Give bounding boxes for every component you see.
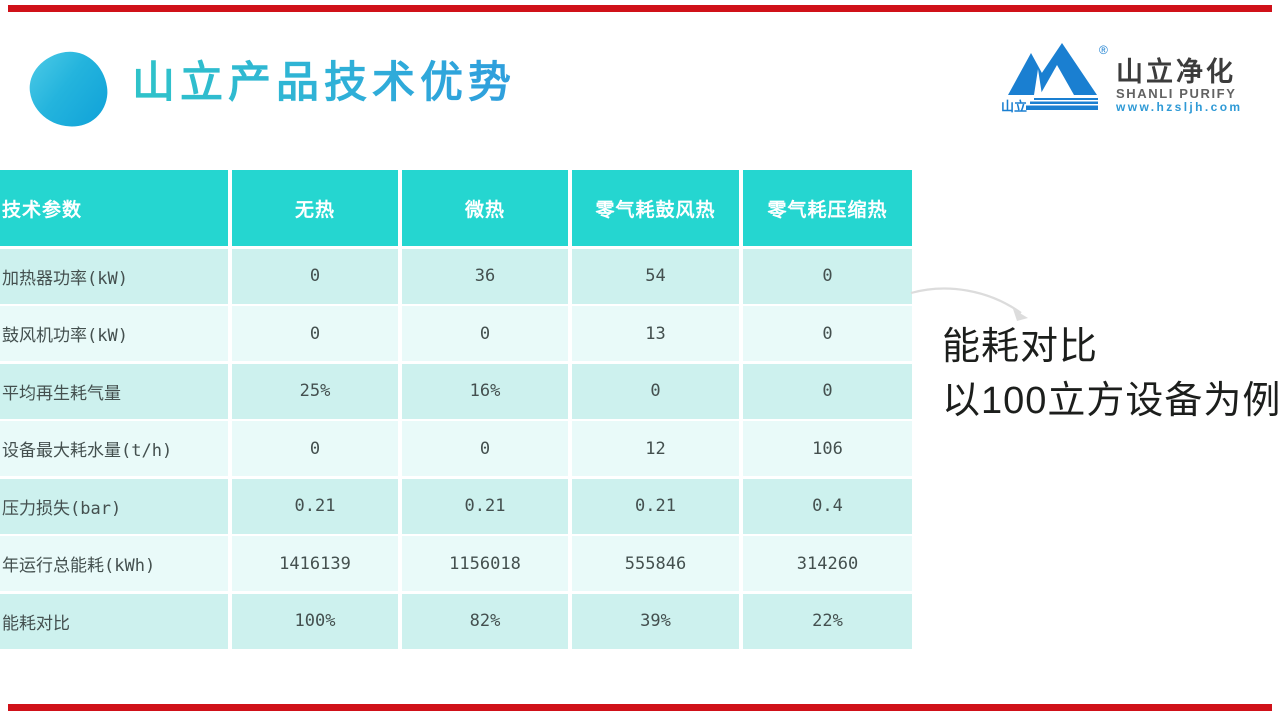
company-name-cn: 山立净化 <box>1116 57 1236 87</box>
table-cell: 0 <box>743 248 912 304</box>
row-label: 鼓风机功率(kW) <box>0 306 228 361</box>
mountain-logo-icon: 山立 ® <box>1001 43 1108 114</box>
table-cell: 25% <box>232 363 398 419</box>
table-cell: 39% <box>572 593 739 649</box>
column-header: 微热 <box>402 170 568 246</box>
table-cell: 0.4 <box>743 478 912 534</box>
row-label: 年运行总能耗(kWh) <box>0 536 228 591</box>
company-name-en: SHANLI PURIFY <box>1116 86 1237 101</box>
row-label: 加热器功率(kW) <box>0 248 228 304</box>
table-cell: 0 <box>232 248 398 304</box>
table-cell: 0 <box>232 306 398 361</box>
technical-parameters-table: 技术参数 无热 微热 零气耗鼓风热 零气耗压缩热 加热器功率(kW) 0 36 54 0 鼓风机功率… <box>0 170 912 649</box>
bottom-accent-bar <box>8 704 1272 711</box>
annotation-line2: 以100立方设备为例 <box>942 380 1280 422</box>
column-header: 无热 <box>232 170 398 246</box>
column-header: 零气耗鼓风热 <box>572 170 739 246</box>
table-cell: 13 <box>572 306 739 361</box>
logo-mark-label: 山立 <box>1001 99 1027 114</box>
table-cell: 0 <box>402 306 568 361</box>
column-header: 零气耗压缩热 <box>743 170 912 246</box>
table-cell: 0 <box>402 421 568 476</box>
table-cell: 0.21 <box>572 478 739 534</box>
table-cell: 0 <box>232 421 398 476</box>
page-title: 山立产品技术优势 <box>132 58 516 108</box>
table-cell: 0 <box>743 306 912 361</box>
table-cell: 1156018 <box>402 536 568 591</box>
annotation-line1: 能耗对比 <box>942 326 1099 368</box>
annotation-text: 能耗对比 以100立方设备为例 <box>942 320 1280 428</box>
decorative-blob <box>25 47 112 132</box>
table-cell: 0.21 <box>232 478 398 534</box>
row-label: 压力损失(bar) <box>0 478 228 534</box>
table-cell: 314260 <box>743 536 912 591</box>
table-cell: 16% <box>402 363 568 419</box>
table-cell: 22% <box>743 593 912 649</box>
table-cell: 12 <box>572 421 739 476</box>
table-cell: 54 <box>572 248 739 304</box>
row-label: 能耗对比 <box>0 593 228 649</box>
logo-text-block: 山立净化 SHANLI PURIFY www.hzsljh.com <box>1116 40 1243 114</box>
registered-trademark-icon: ® <box>1099 43 1108 57</box>
row-label: 平均再生耗气量 <box>0 363 228 419</box>
company-logo: 山立 ® 山立净化 SHANLI PURIFY www.hzsljh.com <box>1000 40 1243 114</box>
table-cell: 0.21 <box>402 478 568 534</box>
column-header: 技术参数 <box>0 170 228 246</box>
table-cell: 555846 <box>572 536 739 591</box>
table-cell: 0 <box>572 363 739 419</box>
table-cell: 100% <box>232 593 398 649</box>
row-label: 设备最大耗水量(t/h) <box>0 421 228 476</box>
table-cell: 0 <box>743 363 912 419</box>
top-accent-bar <box>8 5 1272 12</box>
table-cell: 106 <box>743 421 912 476</box>
table-cell: 36 <box>402 248 568 304</box>
table-cell: 82% <box>402 593 568 649</box>
table-cell: 1416139 <box>232 536 398 591</box>
company-website: www.hzsljh.com <box>1116 100 1243 114</box>
curved-arrow-icon <box>910 287 1028 321</box>
